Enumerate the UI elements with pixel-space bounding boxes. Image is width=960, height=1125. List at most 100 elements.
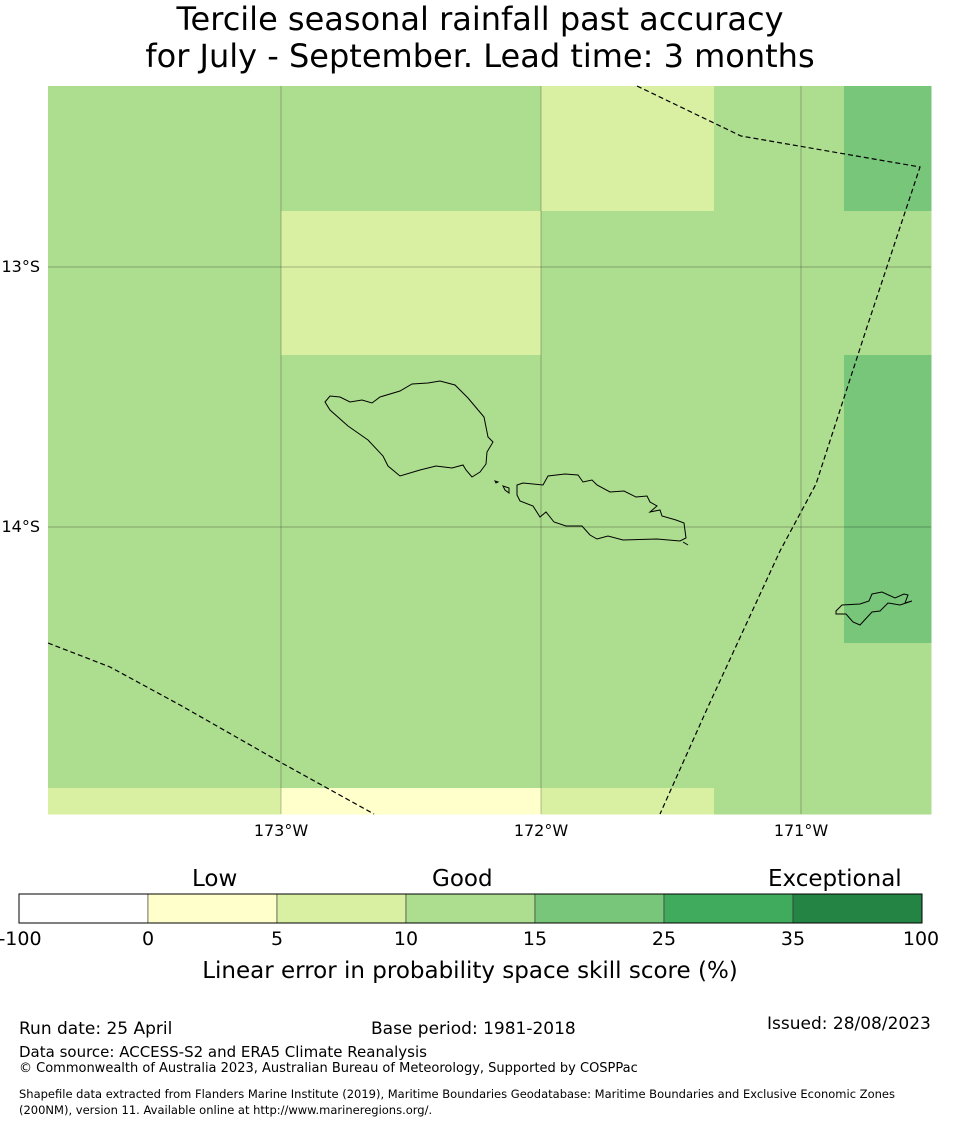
skill-cell-good (844, 211, 932, 356)
skill-cell-good (714, 643, 802, 789)
colorbar-segments (18, 893, 923, 924)
lon-label-173w: 173°W (253, 821, 309, 840)
upolu-east-islet (682, 541, 689, 546)
skill-cell-good (411, 86, 542, 212)
legend-category-good: Good (432, 866, 493, 892)
eez-boundary-southwest (47, 642, 375, 815)
skill-cell-good (714, 355, 802, 528)
skill-cell-low (411, 211, 542, 356)
colorbar-segment (147, 893, 278, 924)
eez-boundary-east (636, 85, 921, 815)
skill-cell-vgood (844, 355, 932, 528)
colorbar-segment (405, 893, 536, 924)
skill-cell-low (541, 86, 629, 212)
run-date: Run date: 25 April (19, 1019, 173, 1039)
skill-cell-good (281, 527, 412, 644)
savaii-island (324, 380, 494, 478)
map-gridlines (48, 86, 931, 814)
shapefile-credit-line-2: (200NM), version 11. Available online at… (19, 1103, 433, 1117)
apolima-island (494, 480, 500, 484)
skill-cell-good (411, 355, 542, 528)
islands (324, 380, 913, 626)
skill-cell-good (541, 527, 629, 644)
colorbar-tick-minus100: -100 (0, 928, 42, 950)
colorbar-tick-100: 100 (902, 928, 940, 950)
skill-cell-good (628, 211, 715, 356)
legend-category-exceptional: Exceptional (768, 866, 902, 892)
colorbar-segment (534, 893, 665, 924)
skill-cell-good (48, 527, 196, 644)
colorbar-tick-25: 25 (651, 928, 677, 950)
skill-cell-good (801, 355, 845, 528)
skill-cell-low (541, 788, 629, 815)
lat-label-14s: 14°S (1, 517, 40, 536)
base-period: Base period: 1981-2018 (371, 1019, 576, 1039)
lat-label-13s: 13°S (1, 257, 40, 276)
eez-boundaries (47, 85, 921, 815)
skill-cell-good (48, 643, 196, 789)
skill-cell-good (48, 355, 196, 528)
skill-cell-good (281, 355, 412, 528)
skill-cell-low (628, 86, 715, 212)
skill-cell-good (628, 355, 715, 528)
skill-cell-good (48, 211, 196, 356)
skill-cell-good (844, 643, 932, 789)
colorbar-tick-5: 5 (270, 928, 284, 950)
chart-title-line-2: for July - September. Lead time: 3 month… (145, 37, 815, 75)
colorbar-segment (663, 893, 794, 924)
skill-cell-low (48, 788, 196, 815)
skill-cell-vlow (281, 788, 412, 815)
colorbar-tick-35: 35 (780, 928, 806, 950)
skill-cell-good (541, 643, 629, 789)
skill-cell-good (195, 355, 282, 528)
tutuila-island (835, 591, 913, 626)
chart-title-line-1: Tercile seasonal rainfall past accuracy (176, 0, 784, 38)
skill-cell-vgood (844, 86, 932, 212)
colorbar-segment (18, 893, 149, 924)
skill-cell-good (541, 211, 629, 356)
copyright: © Commonwealth of Australia 2023, Austra… (19, 1061, 638, 1076)
skill-cell-good (801, 527, 845, 644)
skill-cell-good (714, 211, 802, 356)
skill-cell-vlow (411, 788, 542, 815)
skill-cell-good (714, 788, 802, 815)
skill-cell-good (195, 527, 282, 644)
upolu-island (516, 473, 687, 542)
skill-cell-good (281, 86, 412, 212)
skill-cell-good (801, 788, 845, 815)
colorbar-label: Linear error in probability space skill … (202, 958, 738, 984)
legend-category-low: Low (192, 866, 238, 892)
skill-cell-good (195, 86, 282, 212)
skill-cell-good (801, 643, 845, 789)
skill-cell-good (714, 527, 802, 644)
skill-cell-good (844, 788, 932, 815)
skill-cell-good (281, 643, 412, 789)
skill-cell-good (628, 643, 715, 789)
skill-cell-good (628, 527, 715, 644)
skill-cell-good (195, 643, 282, 789)
skill-cell-good (195, 211, 282, 356)
colorbar-segment (276, 893, 407, 924)
skill-cell-good (714, 86, 802, 212)
skill-cell-good (541, 355, 629, 528)
skill-cell-low (628, 788, 715, 815)
skill-cell-low (195, 788, 282, 815)
colorbar-segment (792, 893, 923, 924)
colorbar-outline (18, 893, 923, 924)
issued-date: Issued: 28/08/2023 (767, 1014, 931, 1034)
colorbar-tick-10: 10 (393, 928, 419, 950)
data-source: Data source: ACCESS-S2 and ERA5 Climate … (19, 1043, 427, 1061)
skill-cell-good (411, 527, 542, 644)
skill-cell-good (801, 211, 845, 356)
lon-label-171w: 171°W (773, 821, 829, 840)
shapefile-credit-line-1: Shapefile data extracted from Flanders M… (19, 1087, 895, 1101)
colorbar-tick-0: 0 (141, 928, 155, 950)
skill-cell-good (411, 643, 542, 789)
skill-cell-low (281, 211, 412, 356)
skill-grid-cells (48, 86, 932, 815)
skill-cell-good (801, 86, 845, 212)
lon-label-172w: 172°W (513, 821, 569, 840)
manono-island (502, 485, 510, 494)
